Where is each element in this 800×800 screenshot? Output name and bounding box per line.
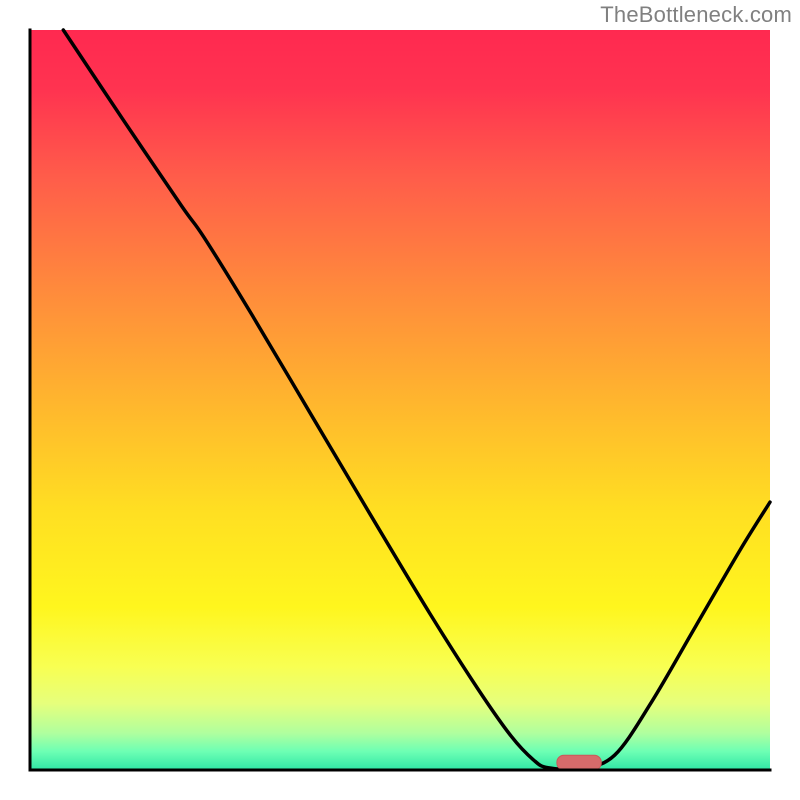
plot-background [30, 30, 770, 770]
optimal-marker [557, 755, 601, 770]
chart-container: TheBottleneck.com [0, 0, 800, 800]
bottleneck-chart [0, 0, 800, 800]
watermark-text: TheBottleneck.com [600, 2, 792, 28]
